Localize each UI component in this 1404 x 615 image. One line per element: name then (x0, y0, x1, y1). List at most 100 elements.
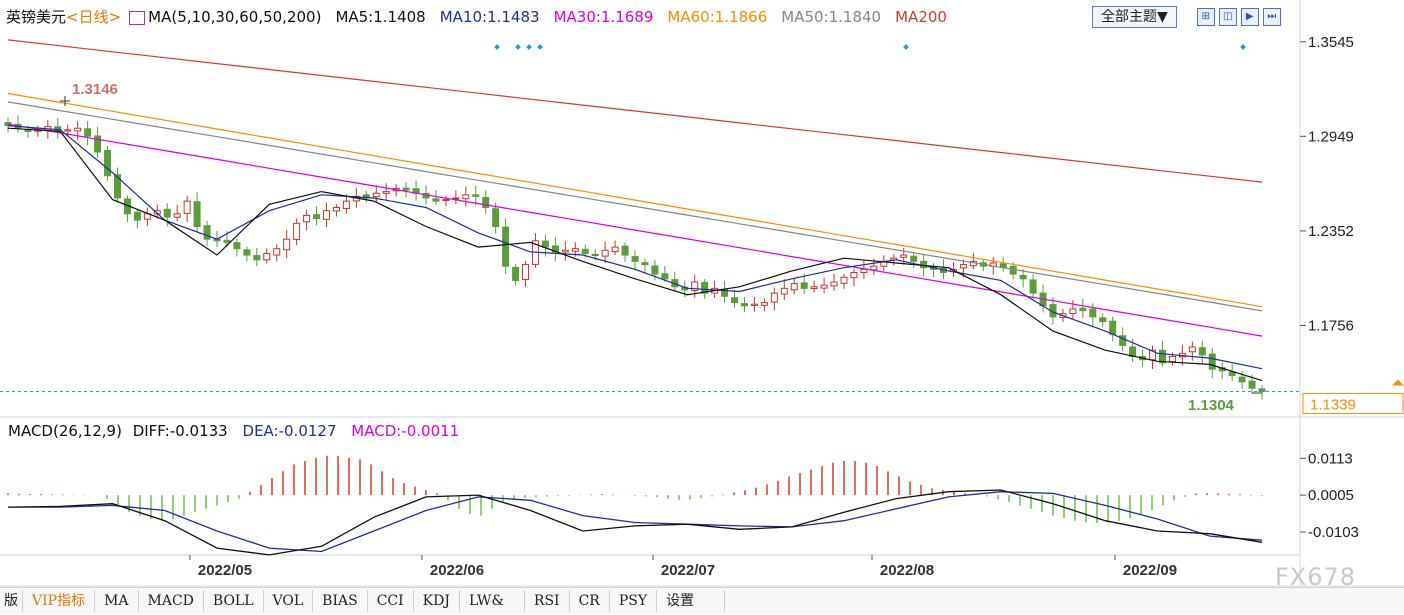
macd-legend: MACD(26,12,9) DIFF:-0.0133 DEA:-0.0127 M… (8, 422, 469, 440)
candle-body (104, 150, 112, 177)
candle-body (64, 129, 72, 132)
candle-body (74, 127, 82, 132)
candle-body (581, 248, 589, 254)
step-forward-icon[interactable]: ▶ (1240, 8, 1259, 26)
candle-body (233, 242, 241, 250)
y-tick-label: 1.2949 (1308, 128, 1354, 145)
macd-value: MACD:-0.0011 (351, 422, 460, 440)
candle-body (1228, 371, 1236, 377)
x-tick-label: 2022/05 (198, 562, 252, 579)
event-marker (1240, 44, 1246, 50)
x-tick-label: 2022/08 (880, 562, 934, 579)
theme-dropdown[interactable]: 全部主题▼ (1092, 6, 1177, 28)
candle-body (750, 303, 758, 306)
candle-body (631, 256, 639, 262)
candle-body (522, 264, 530, 280)
tab-ma[interactable]: MA (95, 590, 139, 612)
candle-body (860, 268, 868, 274)
tab-bias[interactable]: BIAS (313, 590, 368, 612)
event-marker (515, 44, 521, 50)
candle-body (303, 214, 311, 223)
candle-body (810, 286, 818, 290)
tab-cci[interactable]: CCI (368, 590, 414, 612)
candle-body (571, 248, 579, 252)
tab-lw[interactable]: LW& (460, 590, 525, 612)
candle-body (959, 264, 967, 269)
candle-body (770, 292, 778, 303)
tab-cr[interactable]: CR (570, 590, 610, 612)
layout-grid-icon[interactable]: ⊞ (1196, 8, 1215, 26)
candle-body (910, 255, 918, 262)
tab-vip[interactable]: VIP指标 (23, 590, 96, 612)
candle-body (1029, 279, 1037, 294)
candle-body (691, 281, 699, 291)
y-tick-label: 1.1756 (1308, 317, 1354, 334)
expand-icon[interactable]: ◫ (1218, 8, 1237, 26)
candle-body (621, 245, 629, 256)
candle-body (183, 200, 191, 214)
candle-body (850, 271, 858, 279)
candle-body (502, 226, 510, 267)
candle-body (482, 197, 490, 208)
symbol-label: 英镑美元 (6, 8, 67, 26)
macd-y-tick-label: 0.0005 (1308, 487, 1354, 504)
ma50-label: MA50:1.1840 (781, 7, 882, 26)
candle-body (263, 252, 271, 261)
candle-body (780, 287, 788, 295)
tab-kdj[interactable]: KDJ (414, 590, 460, 612)
candle-body (1119, 335, 1127, 346)
candle-body (332, 206, 340, 212)
ma60-label: MA60:1.1866 (667, 7, 768, 26)
candle-body (611, 246, 619, 253)
macd-line-diff (7, 489, 1263, 556)
candle-body (84, 128, 92, 137)
candle-body (1069, 308, 1077, 314)
candle-body (591, 253, 599, 256)
tab-psy[interactable]: PSY (610, 590, 658, 612)
x-tick-label: 2022/07 (661, 562, 715, 579)
x-tick-label: 2022/06 (430, 562, 484, 579)
candle-body (561, 249, 569, 253)
tab-boll[interactable]: BOLL (204, 590, 264, 612)
candle-body (372, 192, 380, 198)
candle-body (731, 297, 739, 304)
tab-settings[interactable]: 设置 (657, 590, 726, 612)
y-tick-label: 1.2352 (1308, 223, 1354, 240)
candle-body (1109, 320, 1117, 335)
ma-line-ma10 (7, 125, 1263, 370)
current-price-label: 1.1339 (1310, 397, 1356, 414)
ma10-label: MA10:1.1483 (439, 7, 540, 26)
candle-body (870, 265, 878, 271)
period-label[interactable]: <日线> (66, 8, 122, 26)
ma30-label: MA30:1.1689 (553, 7, 654, 26)
ma-line-ma50 (7, 101, 1263, 312)
candle-body (1248, 380, 1256, 389)
candle-body (830, 281, 838, 287)
ma5-label: MA5:1.1408 (335, 7, 426, 26)
candle-body (661, 273, 669, 280)
candle-body (133, 211, 141, 221)
candle-body (1168, 356, 1176, 363)
ma-definition: MA(5,10,30,60,50,200) (148, 7, 322, 26)
ma-line-ma5 (7, 127, 1263, 382)
jump-end-icon[interactable]: ⏭ (1262, 8, 1281, 26)
tab-rsi[interactable]: RSI (525, 590, 570, 612)
watermark: FX678 (1275, 563, 1357, 591)
candle-body (472, 194, 480, 197)
candle-body (322, 210, 330, 220)
macd-dea: DEA:-0.0127 (242, 422, 337, 440)
candle-body (452, 197, 460, 200)
tab-board[interactable]: 版 (0, 590, 23, 612)
candle-body (273, 248, 281, 256)
candle-body (342, 200, 350, 209)
candle-body (651, 265, 659, 275)
candle-body (94, 135, 102, 153)
price-marker-icon (1392, 379, 1404, 386)
candle-body (193, 201, 201, 228)
tab-macd[interactable]: MACD (139, 590, 204, 612)
candle-body (432, 198, 440, 202)
macd-y-tick-label: 0.0113 (1308, 450, 1353, 467)
tab-vol[interactable]: VOL (264, 590, 314, 612)
candle-body (313, 214, 321, 220)
